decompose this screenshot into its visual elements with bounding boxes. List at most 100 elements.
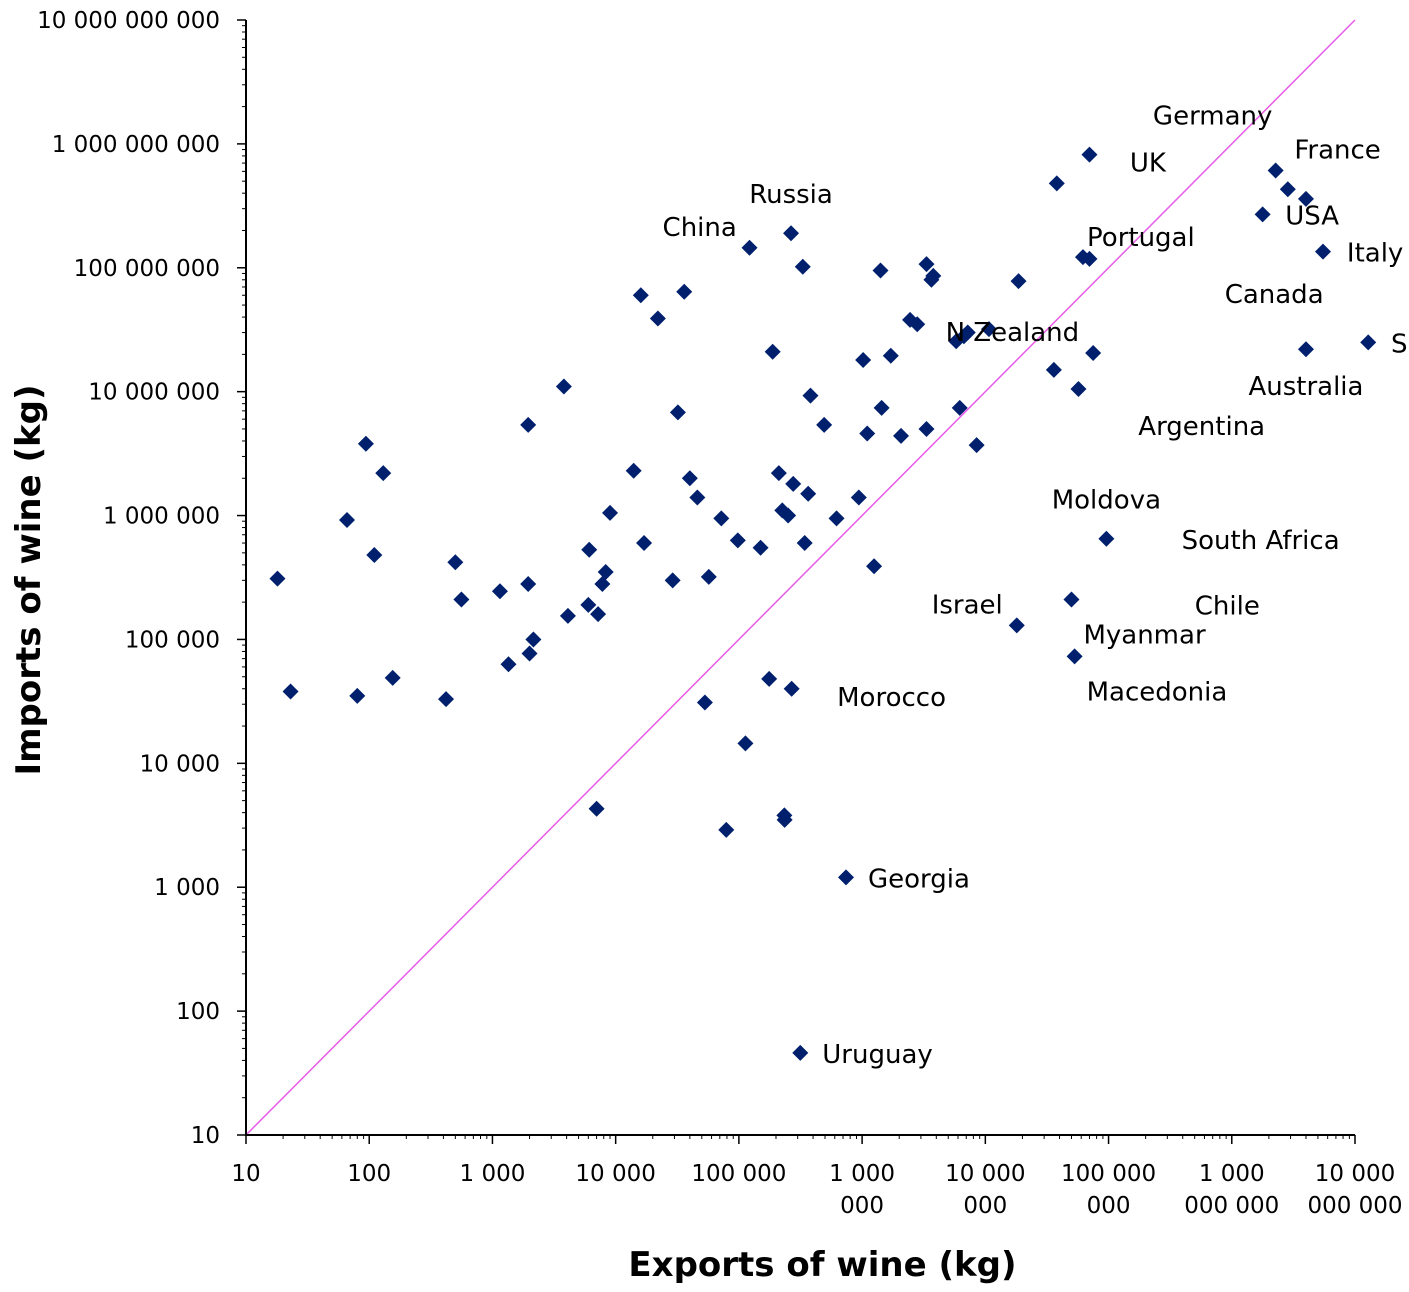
data-point bbox=[1066, 648, 1083, 665]
data-point bbox=[1070, 381, 1087, 398]
data-point bbox=[741, 239, 758, 256]
data-point bbox=[1297, 190, 1314, 207]
data-point bbox=[375, 465, 392, 482]
x-tick-label: 10 000 000 000 bbox=[1307, 1161, 1402, 1219]
data-point bbox=[837, 869, 854, 886]
point-label: China bbox=[663, 213, 737, 243]
data-point bbox=[855, 352, 872, 369]
data-point bbox=[764, 343, 781, 360]
y-axis-title: Imports of wine (kg) bbox=[9, 384, 49, 775]
data-point bbox=[525, 631, 542, 648]
y-tick-label: 100 bbox=[176, 999, 220, 1025]
point-label: Myanmar bbox=[1083, 621, 1205, 651]
x-tick-label: 1 000 000 000 bbox=[1184, 1161, 1279, 1219]
y-tick-label: 1 000 000 bbox=[103, 504, 220, 530]
data-point bbox=[737, 735, 754, 752]
data-point bbox=[718, 821, 735, 838]
data-point bbox=[597, 564, 614, 581]
point-label: Morocco bbox=[837, 683, 946, 713]
point-label: Russia bbox=[749, 180, 833, 210]
point-label: UK bbox=[1130, 148, 1167, 178]
data-point bbox=[632, 287, 649, 304]
data-point bbox=[555, 378, 572, 395]
data-point bbox=[491, 583, 508, 600]
point-label: Canada bbox=[1225, 280, 1324, 310]
data-point bbox=[1297, 341, 1314, 358]
data-point bbox=[588, 800, 605, 817]
x-axis-title: Exports of wine (kg) bbox=[628, 1245, 1016, 1285]
data-point bbox=[925, 267, 942, 284]
data-point bbox=[859, 425, 876, 442]
data-point bbox=[959, 324, 976, 341]
data-point bbox=[909, 316, 926, 333]
data-point bbox=[794, 258, 811, 275]
data-point bbox=[951, 399, 968, 416]
data-point bbox=[1098, 530, 1115, 547]
data-point bbox=[669, 404, 686, 421]
point-label: Moldova bbox=[1052, 486, 1161, 516]
data-point bbox=[882, 347, 899, 364]
data-point bbox=[1279, 181, 1296, 198]
data-point bbox=[338, 512, 355, 529]
data-point bbox=[893, 427, 910, 444]
data-point bbox=[602, 504, 619, 521]
data-point bbox=[713, 510, 730, 527]
x-tick-label: 100 bbox=[347, 1161, 391, 1187]
point-label: Israel bbox=[932, 590, 1003, 620]
data-point bbox=[282, 683, 299, 700]
y-tick-label: 10 000 000 bbox=[88, 380, 220, 406]
data-point bbox=[1045, 361, 1062, 378]
point-label: Chile bbox=[1195, 592, 1260, 622]
data-point bbox=[816, 416, 833, 433]
x-tick-label: 100 000 000 bbox=[1061, 1161, 1156, 1219]
data-point bbox=[873, 399, 890, 416]
tick-labels: 10 100 1 000 10 000 100 000 1 000 000 10 000 000… bbox=[37, 8, 1402, 1219]
data-point bbox=[1010, 273, 1027, 290]
data-point bbox=[792, 1044, 809, 1061]
x-tick-label: 1 000 000 bbox=[829, 1161, 895, 1219]
data-point bbox=[681, 470, 698, 487]
point-label: Spain bbox=[1391, 329, 1409, 359]
point-label: Uruguay bbox=[822, 1040, 933, 1070]
point-label: France bbox=[1294, 135, 1380, 165]
data-point bbox=[1063, 591, 1080, 608]
data-point bbox=[1085, 345, 1102, 362]
data-point bbox=[625, 462, 642, 479]
data-point bbox=[761, 670, 778, 687]
data-point bbox=[918, 256, 935, 273]
data-point bbox=[1081, 146, 1098, 163]
data-point bbox=[828, 510, 845, 527]
data-point bbox=[500, 656, 517, 673]
x-tick-label: 10 000 000 bbox=[945, 1161, 1025, 1219]
data-point bbox=[783, 680, 800, 697]
x-tick-label: 1 000 bbox=[460, 1161, 526, 1187]
point-labels: Germany France UK USA Italy Russia China Portug… bbox=[663, 102, 1409, 1070]
data-point bbox=[269, 570, 286, 587]
data-point bbox=[664, 572, 681, 589]
data-point bbox=[1008, 617, 1025, 634]
data-point bbox=[520, 416, 537, 433]
data-point bbox=[968, 437, 985, 454]
data-point bbox=[783, 225, 800, 242]
data-point bbox=[785, 475, 802, 492]
point-label: N Zealand bbox=[946, 318, 1080, 348]
y-tick-label: 1 000 bbox=[154, 875, 220, 901]
data-point bbox=[520, 576, 537, 593]
data-point bbox=[384, 669, 401, 686]
data-point bbox=[729, 532, 746, 549]
data-point bbox=[580, 596, 597, 613]
point-label: Georgia bbox=[868, 864, 970, 894]
x-tick-label: 10 000 bbox=[575, 1161, 655, 1187]
data-point bbox=[649, 310, 666, 327]
data-point bbox=[689, 489, 706, 506]
point-label: Macedonia bbox=[1087, 677, 1228, 707]
data-point bbox=[1048, 175, 1065, 192]
reference-line-y-equals-x bbox=[245, 19, 1356, 1136]
data-point bbox=[594, 576, 611, 593]
data-point bbox=[366, 547, 383, 564]
data-point bbox=[1315, 243, 1332, 260]
y-tick-label: 100 000 bbox=[125, 627, 220, 653]
y-tick-label: 10 000 000 000 bbox=[37, 8, 220, 34]
data-point bbox=[850, 489, 867, 506]
